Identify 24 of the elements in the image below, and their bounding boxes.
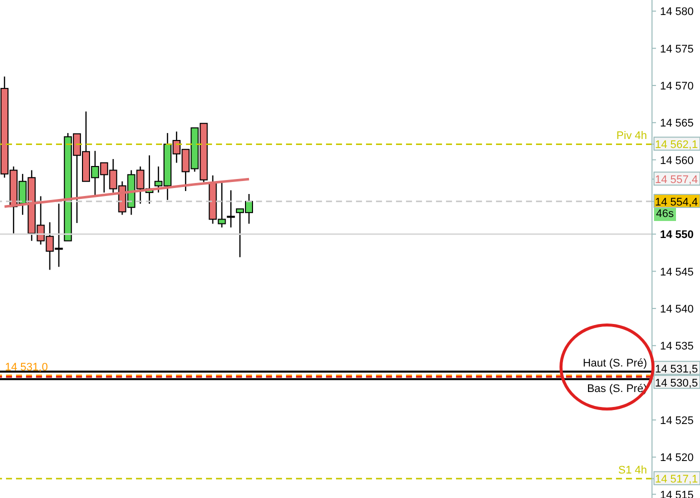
y-tick-label: 14 535 [660,340,694,353]
y-tick-label: 14 525 [660,414,694,427]
y-tick-label: 14 531,5 [655,363,698,376]
ref-line-label: 14 531,0 [5,361,48,374]
y-tick-label: 14 554,4 [655,196,698,208]
y-tick-label: 14 550 [660,229,694,242]
ref-line-label: S1 4h [618,464,647,477]
y-tick-label: 14 562,1 [655,139,698,152]
y-tick-label: 14 570 [660,80,694,92]
y-tick-label: 14 565 [660,118,694,130]
ref-line-label: Piv 4h [616,130,647,142]
y-tick-label: 14 520 [660,452,694,464]
y-tick-label: 14 575 [660,43,694,56]
y-tick-label: 14 560 [660,154,694,167]
y-tick-label: 14 515 [660,489,694,498]
y-tick-label: 14 557,4 [655,174,698,186]
y-tick-label: 14 540 [660,303,694,316]
ref-line-label: Haut (S. Pré) [582,358,647,370]
y-tick-label: 14 580 [660,6,694,18]
y-tick-label: 14 545 [660,266,694,278]
candlestick [226,190,235,228]
y-tick-label: 14 530,5 [655,377,698,390]
y-tick-label: 14 517,1 [655,474,698,486]
text: 46s [654,208,676,222]
